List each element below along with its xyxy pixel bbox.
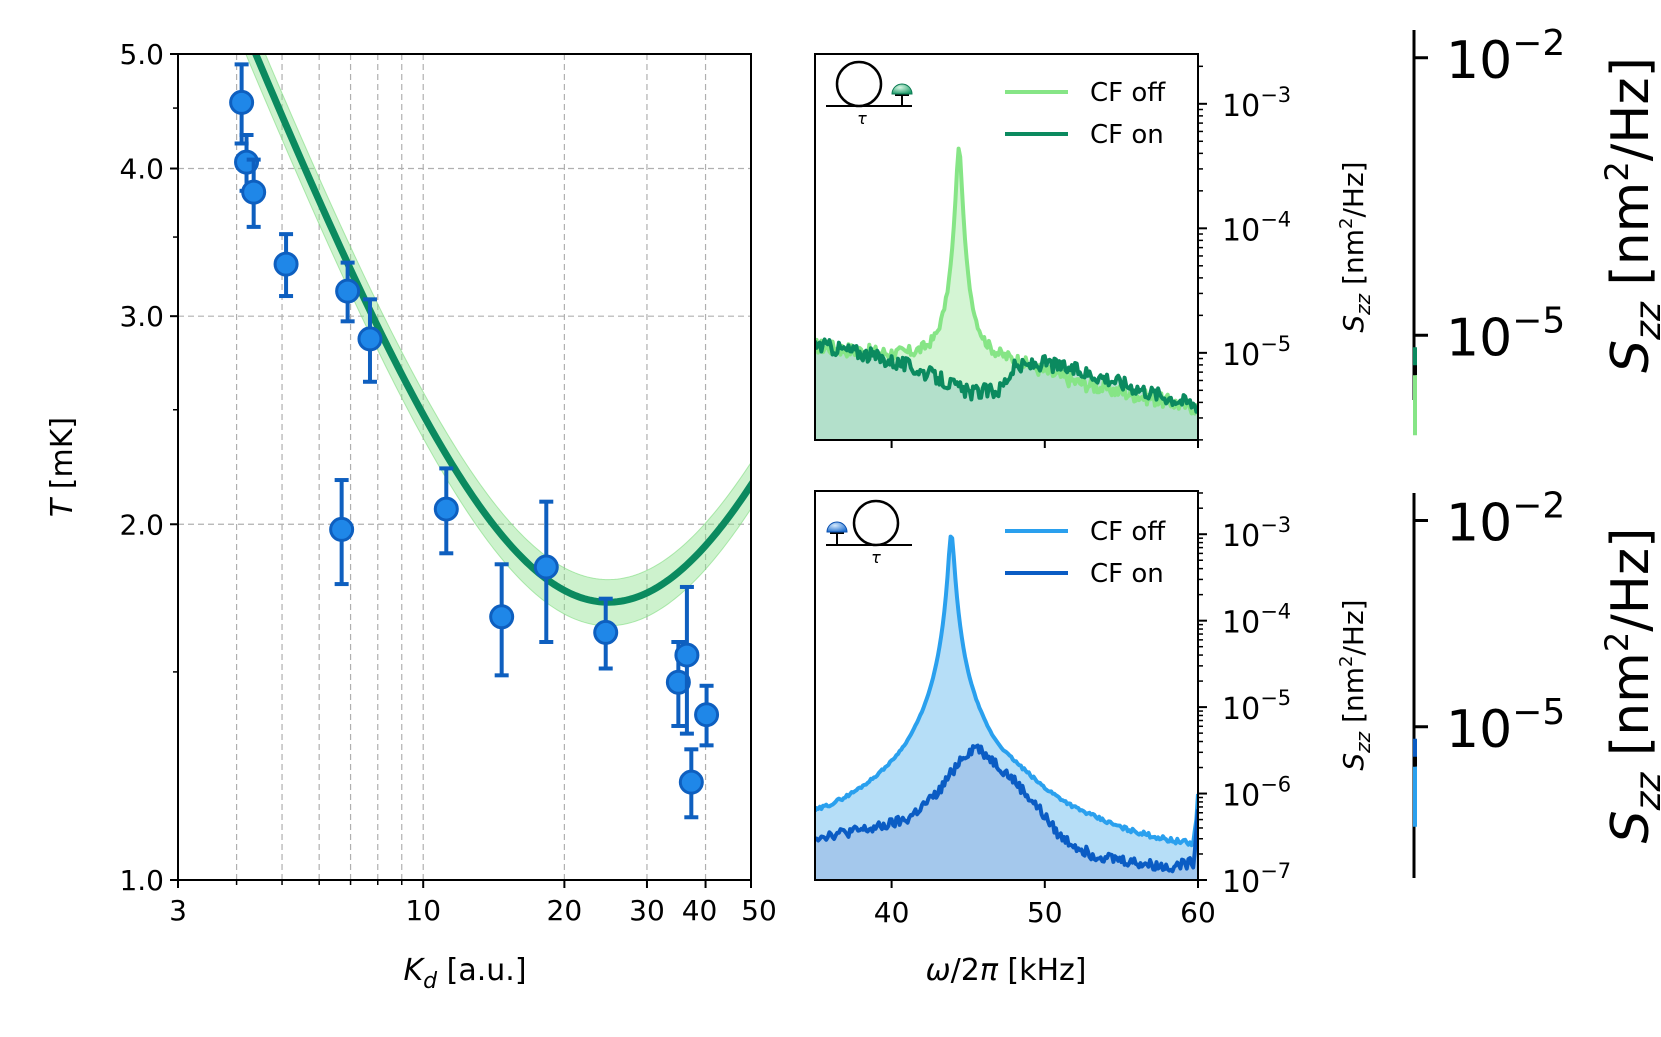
cf-on-line xyxy=(815,743,1198,874)
x-tick-label: 30 xyxy=(629,894,665,927)
marker xyxy=(273,251,299,277)
x-tick-label: 20 xyxy=(547,894,583,927)
y-tick-label: 2.0 xyxy=(119,508,164,541)
data-point xyxy=(533,499,559,645)
cavity-inset-icon: τ xyxy=(826,499,912,567)
data-point xyxy=(489,562,515,678)
x-tick-label: 3 xyxy=(169,894,187,927)
data-point xyxy=(674,584,700,736)
svg-text:CF on: CF on xyxy=(1090,120,1164,150)
svg-text:CF off: CF off xyxy=(1090,78,1166,108)
data-point xyxy=(357,297,383,384)
cavity-inset-icon: τ xyxy=(826,60,913,128)
data-point xyxy=(433,466,459,556)
left-axes-frame xyxy=(177,53,752,881)
cf-on-fill xyxy=(815,745,1198,880)
cf-off-fill xyxy=(815,536,1198,880)
left-grid xyxy=(178,53,751,881)
scale-stub xyxy=(1413,756,1417,767)
x-tick-label: 60 xyxy=(1180,896,1216,929)
svg-text:CF off: CF off xyxy=(1090,517,1166,547)
x-tick-label: 40 xyxy=(874,896,910,929)
data-point xyxy=(329,478,355,587)
scale-stub xyxy=(1413,347,1417,370)
scale-stub xyxy=(1413,375,1417,436)
y-axis-label: T [mK] xyxy=(45,417,80,517)
scale-tick-label: 10−2 xyxy=(1446,23,1565,91)
y-tick-label: 3.0 xyxy=(119,300,164,333)
marker xyxy=(678,769,704,795)
scale-tick-label: 10−2 xyxy=(1446,486,1565,554)
data-point xyxy=(273,232,299,299)
cf-off-line xyxy=(815,534,1198,848)
data-point xyxy=(335,260,361,324)
bottom-right-ticks: 10−3 10−4 10−5 10−6 10−7 40 50 60 xyxy=(874,492,1291,929)
svg-text:CF on: CF on xyxy=(1090,559,1164,589)
fit-curve xyxy=(251,54,751,606)
marker xyxy=(335,278,361,304)
marker xyxy=(674,642,700,668)
y-tick-label: 5.0 xyxy=(119,38,164,71)
temperature-vs-gain-plot: 1.0 2.0 3.0 4.0 5.0 3 10 20 30 40 50 T [mK] Kd [a.… xyxy=(45,38,777,994)
data-point xyxy=(229,62,255,146)
y-tick-label: 10−3 xyxy=(1222,513,1291,554)
legend-top: CF off CF on xyxy=(1005,78,1166,150)
marker xyxy=(533,554,559,580)
scale-tick-label: 10−5 xyxy=(1446,692,1565,760)
marker xyxy=(489,604,515,630)
x-tick-label: 50 xyxy=(741,894,777,927)
scale-axis-label: Szz [nm2/Hz] xyxy=(1598,528,1661,844)
marker xyxy=(694,702,720,728)
marker xyxy=(433,496,459,522)
left-ticks: 1.0 2.0 3.0 4.0 5.0 3 10 20 30 40 50 xyxy=(119,38,776,927)
y-axis-label-top: Szz [nm2/Hz] xyxy=(1336,161,1375,332)
y-tick-label: 4.0 xyxy=(119,153,164,186)
scale-axis-label: Szz [nm2/Hz] xyxy=(1598,57,1661,373)
y-tick-label: 1.0 xyxy=(119,864,164,897)
y-axis-label-bottom: Szz [nm2/Hz] xyxy=(1336,599,1375,770)
y-tick-label: 10−6 xyxy=(1222,773,1291,814)
fit-confidence-band xyxy=(245,54,751,627)
data-point xyxy=(241,157,267,229)
x-tick-label: 10 xyxy=(405,894,441,927)
cf-on-fill xyxy=(815,339,1198,440)
data-point xyxy=(678,747,704,820)
y-tick-label: 10−5 xyxy=(1222,332,1291,373)
top-right-ticks: 10−3 10−4 10−5 xyxy=(890,65,1291,448)
cf-on-line xyxy=(815,337,1198,414)
svg-text:τ: τ xyxy=(871,548,881,567)
scale-tick-label: 10−5 xyxy=(1446,300,1565,368)
data-point xyxy=(694,683,720,748)
scale-stub xyxy=(1413,766,1417,827)
scale-stub xyxy=(1413,738,1417,761)
svg-text:τ: τ xyxy=(857,109,867,128)
scale-stub xyxy=(1413,365,1417,376)
x-axis-label: Kd [a.u.] xyxy=(403,953,526,994)
data-point xyxy=(593,596,619,671)
marker xyxy=(229,89,255,115)
marker xyxy=(665,669,691,695)
cf-spectrum-bottom: 10−3 10−4 10−5 10−6 10−7 40 50 60 τ CF off CF o… xyxy=(814,490,1375,988)
marker xyxy=(241,179,267,205)
x-tick-label: 50 xyxy=(1027,896,1063,929)
data-points xyxy=(229,62,720,820)
x-tick-label: 40 xyxy=(682,894,718,927)
legend-bottom: CF off CF on xyxy=(1005,517,1166,589)
y-tick-label: 10−7 xyxy=(1222,859,1291,900)
y-tick-label: 10−5 xyxy=(1222,686,1291,727)
y-tick-label: 10−3 xyxy=(1222,83,1291,124)
x-axis-label-bottom: ω/2π [kHz] xyxy=(925,953,1086,988)
y-tick-label: 10−4 xyxy=(1222,600,1291,641)
marker xyxy=(329,516,355,542)
cropped-scale-axis-bottom: 10−2 10−5 Szz [nm2/Hz] xyxy=(1412,486,1661,878)
y-tick-label: 10−4 xyxy=(1222,207,1291,248)
marker xyxy=(593,619,619,645)
cf-spectrum-top: 10−3 10−4 10−5 τ CF off CF on Szz [nm2/Hz] xyxy=(814,53,1375,448)
cropped-scale-axis-top: 10−2 10−5 Szz [nm2/Hz] xyxy=(1412,23,1661,436)
bottom-axes-frame xyxy=(814,490,1199,881)
marker xyxy=(357,326,383,352)
